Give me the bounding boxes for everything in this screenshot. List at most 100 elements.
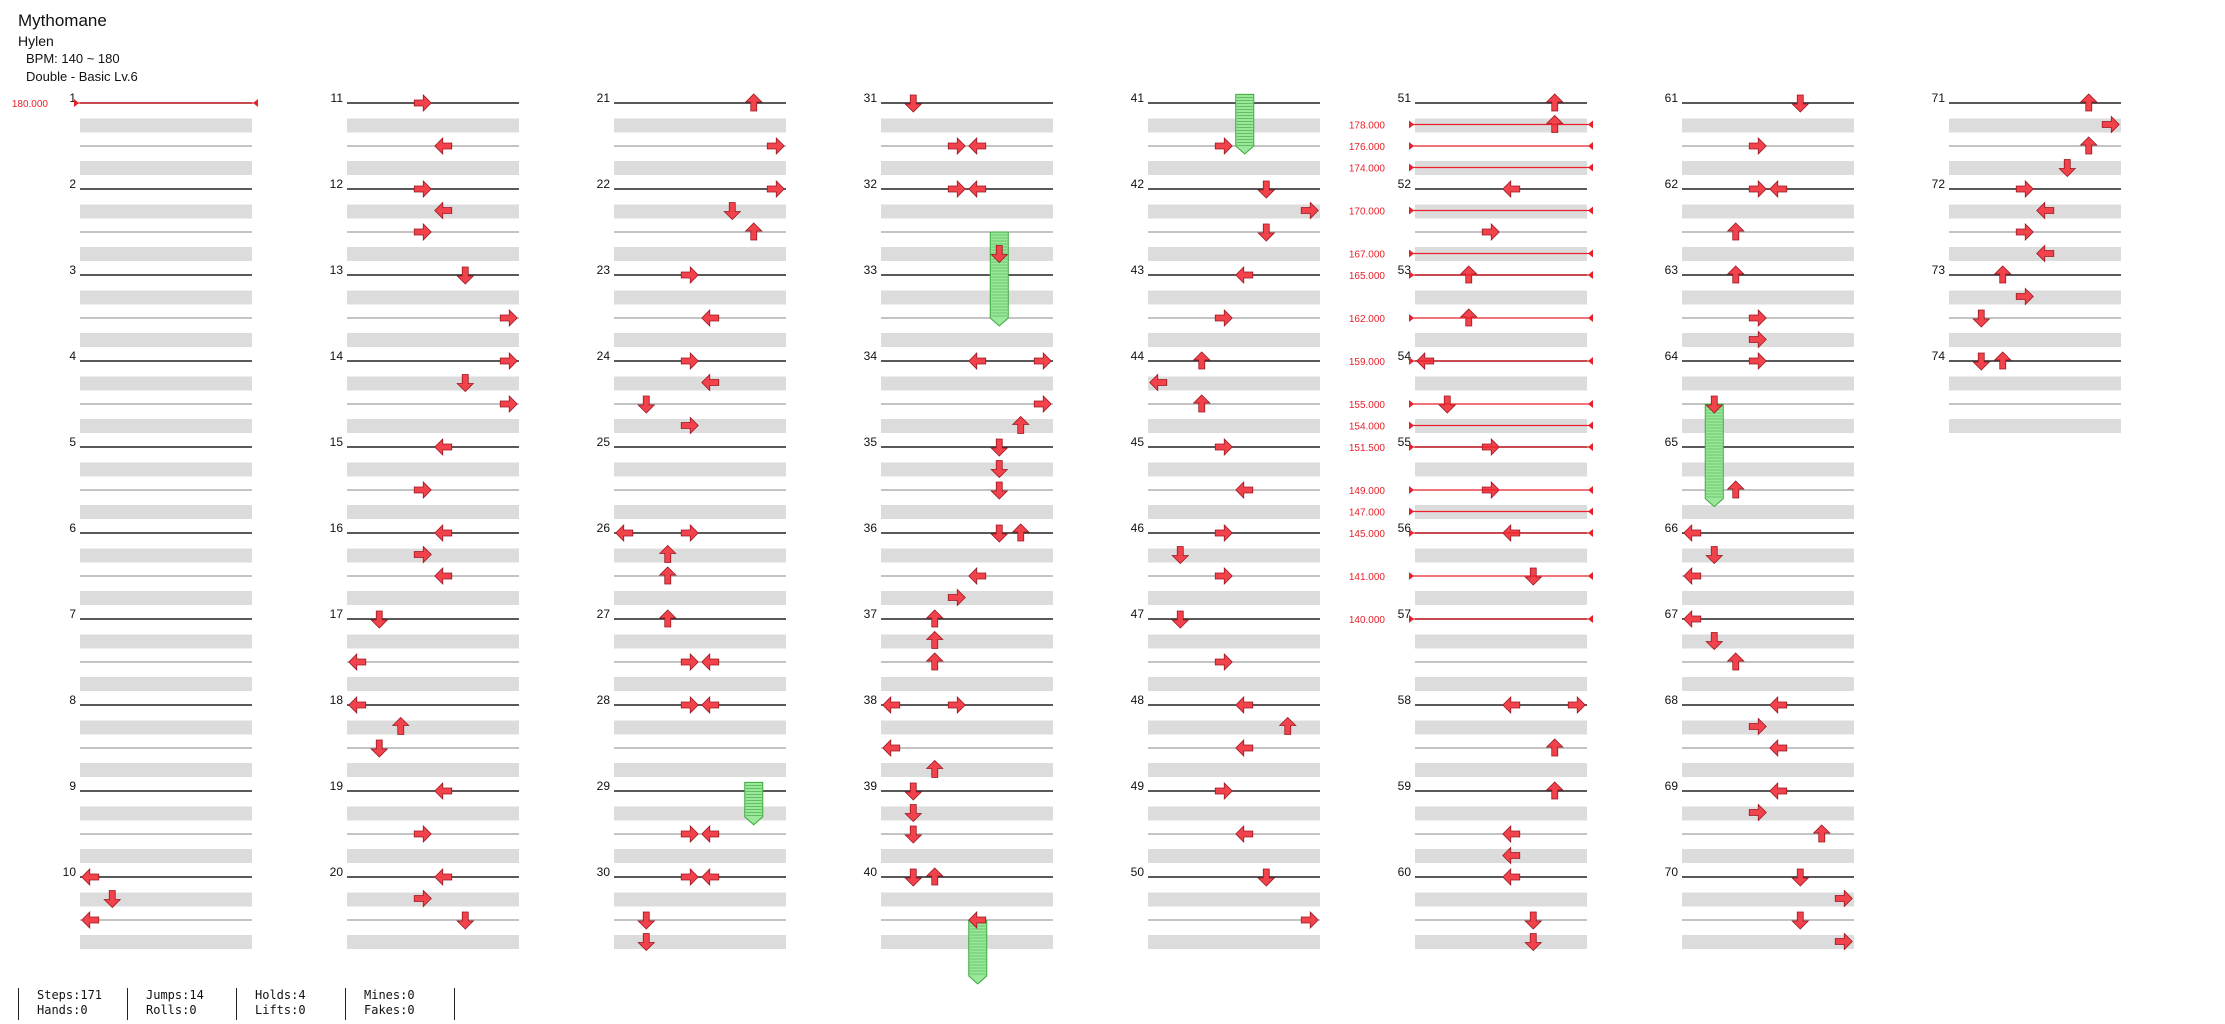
arrow-right [413, 94, 432, 112]
bpm-marker-right [1588, 507, 1593, 516]
measure-number: 4 [69, 349, 76, 363]
measure-band [1682, 333, 1854, 347]
measure-number: 37 [864, 607, 878, 621]
stats-group-holds: Holds:4 Lifts:0 [236, 988, 345, 1020]
measure-band [614, 720, 786, 735]
measure-band [80, 892, 252, 907]
measure-band [1148, 763, 1320, 777]
arrow-right [499, 352, 518, 370]
measure-band [1682, 677, 1854, 691]
measure-band [1148, 849, 1320, 863]
arrow-left [434, 438, 453, 456]
measure-number: 8 [69, 693, 76, 707]
arrow-down [1791, 868, 1810, 887]
measure-number: 64 [1665, 349, 1679, 363]
measure-band [1415, 677, 1587, 691]
measure-band [1148, 290, 1320, 305]
song-title: Mythomane [18, 11, 107, 30]
arrow-up [658, 566, 677, 585]
measure-band [1682, 118, 1854, 133]
arrow-down [1171, 610, 1190, 629]
arrow-left [701, 653, 720, 671]
arrow-left [1235, 481, 1254, 499]
measure-band [881, 849, 1053, 863]
arrow-right [680, 653, 699, 671]
arrow-up [925, 867, 944, 886]
measure-band [881, 892, 1053, 907]
hold-body [744, 781, 764, 826]
measure-number: 32 [864, 177, 878, 191]
measure-band [80, 419, 252, 433]
measure-number: 13 [330, 263, 344, 277]
arrow-left [1502, 868, 1521, 886]
measure-band [1415, 419, 1587, 433]
arrow-left [968, 180, 987, 198]
measure-band [1148, 204, 1320, 219]
bpm-marker-left [1409, 357, 1414, 365]
arrow-up [744, 222, 763, 241]
arrow-left [1416, 352, 1435, 370]
arrow-down [1791, 911, 1810, 930]
arrow-down [370, 610, 389, 629]
stat-hands: Hands:0 [37, 1003, 88, 1017]
measure-band [1949, 118, 2121, 133]
arrow-down [1257, 223, 1276, 242]
arrow-down [456, 374, 475, 393]
measure-band [347, 548, 519, 563]
measure-band [1415, 720, 1587, 735]
arrow-down [990, 481, 1009, 500]
bpm-marker-left [74, 99, 79, 107]
arrow-right [413, 825, 432, 843]
measure-band [881, 419, 1053, 433]
bpm-marker-left [1409, 142, 1414, 150]
arrow-down [637, 933, 656, 952]
bpm-label: 154.000 [1349, 422, 1386, 433]
arrow-down [904, 825, 923, 844]
measure-band [347, 892, 519, 907]
measure-band [1148, 161, 1320, 175]
arrow-down [904, 94, 923, 113]
measure-band [1148, 333, 1320, 347]
measure-number: 18 [330, 693, 344, 707]
bpm-range: BPM: 140 ~ 180 [26, 51, 120, 66]
measure-number: 25 [597, 435, 611, 449]
measure-band [614, 849, 786, 863]
arrow-down [1438, 395, 1457, 414]
stat-lifts: Lifts:0 [255, 1003, 306, 1017]
measure-band [80, 333, 252, 347]
measure-band [614, 806, 786, 821]
arrow-right [1748, 309, 1767, 327]
arrow-up [1545, 738, 1564, 757]
measure-number: 54 [1398, 349, 1412, 363]
measure-band [80, 720, 252, 735]
measure-band [1949, 333, 2121, 347]
arrow-right [499, 395, 518, 413]
measure-band [614, 290, 786, 305]
measure-number: 23 [597, 263, 611, 277]
bpm-marker-left [1409, 572, 1414, 580]
arrow-right [947, 180, 966, 198]
arrow-left [968, 911, 987, 929]
arrow-left [434, 782, 453, 800]
measure-number: 57 [1398, 607, 1412, 621]
bpm-marker-left [1409, 271, 1414, 279]
arrow-left [434, 201, 453, 220]
measure-band [1148, 634, 1320, 649]
measure-number: 50 [1131, 865, 1145, 879]
arrow-right [1300, 201, 1319, 220]
measure-band [881, 677, 1053, 691]
arrow-right [680, 696, 699, 714]
arrow-right [1214, 438, 1233, 456]
bpm-marker-left [1409, 163, 1414, 172]
arrow-right [413, 889, 432, 908]
arrow-right [1481, 223, 1500, 241]
measure-number: 56 [1398, 521, 1412, 535]
arrow-right [1834, 932, 1853, 951]
measure-number: 58 [1398, 693, 1412, 707]
arrow-right [1214, 524, 1233, 542]
arrow-left [434, 868, 453, 886]
measure-band [881, 161, 1053, 175]
measure-band [881, 247, 1053, 261]
bpm-label: 165.000 [1349, 271, 1386, 282]
measure-band [614, 505, 786, 519]
